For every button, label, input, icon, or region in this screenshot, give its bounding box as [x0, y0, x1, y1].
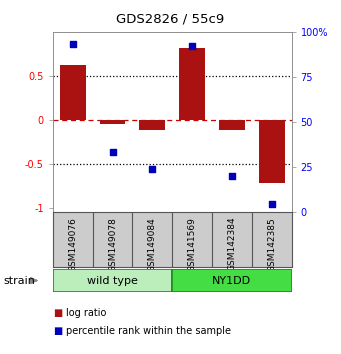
Text: GSM142384: GSM142384: [227, 217, 236, 272]
Bar: [100, 120, 125, 124]
Bar: [259, 120, 285, 183]
Bar: [139, 120, 165, 131]
Point: [229, 173, 235, 179]
Bar: [53, 269, 172, 292]
Text: ■: ■: [53, 308, 62, 318]
Text: strain: strain: [3, 275, 35, 286]
Text: log ratio: log ratio: [66, 308, 107, 318]
Text: ■: ■: [53, 326, 62, 336]
Bar: [172, 269, 292, 292]
Bar: [179, 48, 205, 120]
Text: GSM149078: GSM149078: [108, 217, 117, 272]
Point: [150, 166, 155, 172]
Text: GSM149084: GSM149084: [148, 217, 157, 272]
Point: [189, 43, 195, 49]
Text: GSM141569: GSM141569: [188, 217, 197, 272]
Text: GDS2826 / 55c9: GDS2826 / 55c9: [116, 12, 225, 25]
Text: NY1DD: NY1DD: [212, 275, 251, 286]
Text: GSM142385: GSM142385: [267, 217, 276, 272]
Text: percentile rank within the sample: percentile rank within the sample: [66, 326, 232, 336]
Point: [269, 202, 275, 207]
Bar: [60, 65, 86, 120]
Bar: [219, 120, 245, 131]
Text: GSM149076: GSM149076: [68, 217, 77, 272]
Point: [70, 41, 75, 47]
Point: [110, 149, 115, 154]
Text: wild type: wild type: [87, 275, 138, 286]
